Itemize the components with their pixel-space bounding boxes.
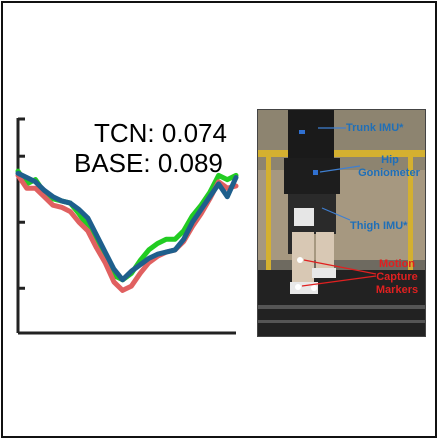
hip-goniometer-label-line2: Goniometer: [358, 167, 420, 179]
chart-axes: [16, 117, 236, 335]
trunk-imu-label: Trunk IMU*: [346, 122, 404, 134]
series-line-3: [15, 170, 239, 283]
motion-capture-label-line1: Motion: [378, 258, 416, 270]
series-line-1: [15, 168, 239, 283]
treadmill-photo-illustration: [258, 110, 425, 336]
chart-series: [15, 168, 239, 293]
motion-capture-label-line2: Capture: [376, 271, 418, 283]
motion-capture-label-line3: Markers: [375, 284, 419, 296]
thigh-imu-label: Thigh IMU*: [350, 220, 408, 232]
base-metric-label: BASE: 0.089: [74, 148, 223, 178]
treadmill-photo: Trunk IMU* Hip Goniometer Thigh IMU* Mot…: [257, 109, 426, 337]
tcn-metric-label: TCN: 0.074: [94, 118, 227, 148]
hip-goniometer-label-line1: Hip: [381, 154, 399, 166]
